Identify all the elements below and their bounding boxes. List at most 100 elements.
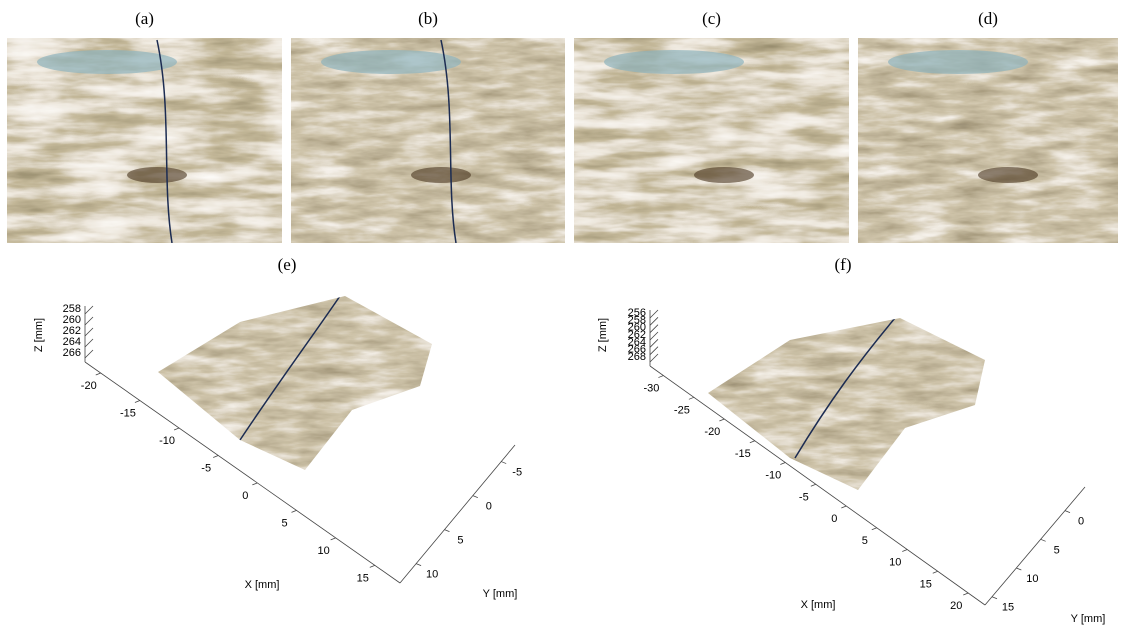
z-tick: [650, 354, 658, 362]
image-content: [291, 38, 565, 243]
x-tick: [689, 397, 694, 399]
x-tick-label: 15: [920, 578, 932, 590]
x-tick-label: -10: [765, 470, 781, 482]
y-axis: [400, 445, 515, 583]
surface: [700, 312, 990, 497]
panel-label: (a): [135, 9, 154, 28]
x-tick: [135, 401, 140, 403]
dark-region: [411, 167, 471, 183]
x-tick-label: 10: [318, 545, 330, 557]
image: [858, 38, 1118, 243]
blue-region: [888, 50, 1028, 74]
x-tick: [811, 484, 816, 486]
x-tick-label: -20: [81, 380, 97, 392]
y-tick: [416, 564, 421, 566]
x-axis-title: X [mm]: [245, 579, 280, 591]
blue-region: [321, 50, 461, 74]
x-tick-label: -30: [643, 383, 659, 395]
x-tick-label: 15: [357, 572, 369, 584]
z-tick: [85, 339, 93, 347]
x-tick-label: 10: [889, 557, 901, 569]
z-axis-title: Z [mm]: [597, 318, 609, 352]
z-tick: [650, 332, 658, 340]
z-tick: [85, 328, 93, 336]
z-axis-title: Z [mm]: [33, 318, 45, 352]
z-tick-label: 268: [628, 351, 646, 363]
x-tick-label: -20: [704, 426, 720, 438]
x-tick: [963, 593, 968, 595]
image-content: [574, 38, 849, 243]
x-tick: [902, 550, 907, 552]
y-tick: [444, 530, 449, 532]
x-tick-label: -25: [674, 404, 690, 416]
image-content: [858, 38, 1118, 243]
x-tick: [331, 538, 336, 540]
x-tick: [96, 373, 101, 375]
y-tick-label: 15: [1002, 602, 1014, 614]
x-tick: [750, 441, 755, 443]
image: [574, 38, 849, 243]
z-tick: [650, 347, 658, 355]
dark-region: [978, 167, 1038, 183]
y-tick: [473, 496, 478, 498]
y-tick-label: 10: [426, 569, 438, 581]
y-tick: [501, 462, 506, 464]
z-tick: [650, 317, 658, 325]
z-tick: [650, 310, 658, 318]
x-tick: [658, 376, 663, 378]
x-tick-label: 5: [281, 517, 287, 529]
image-row: (a)(b)(c)(d): [7, 9, 1118, 243]
image-content: [7, 38, 282, 243]
dark-region: [127, 167, 187, 183]
x-tick: [292, 510, 297, 512]
x-tick-label: -10: [159, 435, 175, 447]
x-axis-title: X [mm]: [801, 599, 836, 611]
panel-label: (b): [418, 9, 438, 28]
x-tick: [780, 463, 785, 465]
y-tick: [1016, 568, 1021, 570]
plot-label: (f): [835, 255, 852, 274]
x-tick: [872, 528, 877, 530]
x-tick: [174, 428, 179, 430]
plot-label: (e): [278, 255, 297, 274]
y-tick: [1041, 539, 1046, 541]
x-tick: [213, 455, 218, 457]
y-tick: [992, 597, 997, 599]
z-tick: [85, 306, 93, 314]
x-tick: [841, 506, 846, 508]
image: [7, 38, 282, 243]
z-tick: [85, 350, 93, 358]
x-tick-label: -5: [201, 462, 211, 474]
x-tick-label: -15: [735, 448, 751, 460]
y-axis-title: Y [mm]: [1071, 613, 1106, 625]
surface: [150, 290, 440, 475]
y-tick-label: 5: [1054, 544, 1060, 556]
x-tick-label: 0: [831, 513, 837, 525]
x-tick-label: -5: [799, 491, 809, 503]
y-axis-title: Y [mm]: [483, 588, 518, 600]
x-tick-label: 0: [242, 490, 248, 502]
x-tick: [252, 483, 257, 485]
y-axis: [985, 487, 1085, 605]
panel-label: (c): [702, 9, 721, 28]
y-tick-label: 0: [1078, 516, 1084, 528]
y-tick-label: -5: [512, 467, 522, 479]
z-tick: [650, 339, 658, 347]
x-tick: [933, 571, 938, 573]
x-tick-label: -15: [120, 408, 136, 420]
x-tick: [370, 565, 375, 567]
z-tick-label: 266: [63, 347, 81, 359]
x-tick-label: 20: [950, 600, 962, 612]
y-tick-label: 10: [1026, 573, 1038, 585]
dark-region: [694, 167, 754, 183]
y-tick-label: 5: [457, 535, 463, 547]
x-tick: [719, 419, 724, 421]
plot-row: (e)-20-15-10-5051015-5051025826026226426…: [33, 255, 1105, 625]
y-tick: [1065, 511, 1070, 513]
figure: (a)(b)(c)(d) (e)-20-15-10-5051015-505102…: [0, 0, 1125, 631]
image: [291, 38, 565, 243]
y-tick-label: 0: [486, 501, 492, 513]
z-tick: [650, 325, 658, 333]
blue-region: [37, 50, 177, 74]
blue-region: [604, 50, 744, 74]
